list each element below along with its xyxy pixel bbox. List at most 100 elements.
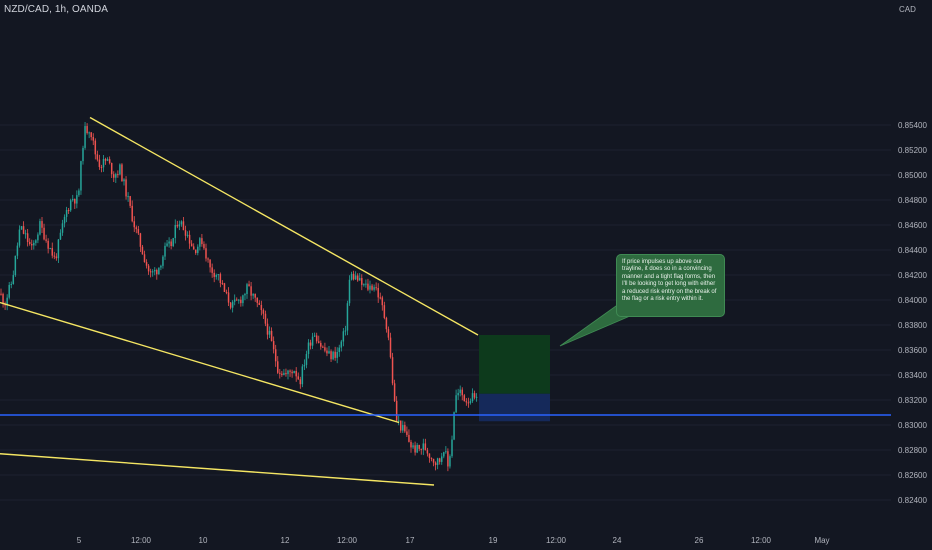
candle-down[interactable] — [447, 451, 449, 467]
candle-down[interactable] — [361, 278, 363, 285]
candle-down[interactable] — [225, 291, 228, 293]
candle-up[interactable] — [172, 238, 174, 247]
candle-up[interactable] — [244, 294, 246, 296]
candle-up[interactable] — [441, 456, 443, 462]
candle-down[interactable] — [262, 310, 265, 314]
candle-up[interactable] — [39, 221, 41, 235]
candle-up[interactable] — [397, 420, 400, 422]
candle-up[interactable] — [453, 412, 455, 440]
candle-down[interactable] — [195, 249, 197, 253]
candle-up[interactable] — [449, 456, 451, 467]
candle-down[interactable] — [104, 159, 107, 161]
candle-down[interactable] — [86, 126, 88, 134]
candle-down[interactable] — [379, 297, 382, 299]
candle-up[interactable] — [115, 174, 117, 178]
candle-up[interactable] — [348, 279, 351, 304]
candle-up[interactable] — [373, 287, 375, 290]
candle-down[interactable] — [203, 244, 205, 249]
candle-down[interactable] — [410, 441, 412, 448]
candle-down[interactable] — [258, 302, 261, 305]
candle-up[interactable] — [14, 255, 17, 276]
candle-up[interactable] — [10, 284, 13, 286]
candle-down[interactable] — [192, 246, 195, 250]
candle-down[interactable] — [418, 444, 420, 449]
candle-down[interactable] — [334, 351, 336, 358]
candle-down[interactable] — [424, 443, 427, 451]
candle-down[interactable] — [270, 330, 273, 342]
candle-down[interactable] — [381, 297, 384, 306]
candle-up[interactable] — [151, 271, 154, 273]
candle-up[interactable] — [18, 229, 21, 246]
candle-up[interactable] — [231, 301, 234, 308]
candle-up[interactable] — [252, 293, 254, 296]
candle-up[interactable] — [162, 256, 164, 266]
candle-up[interactable] — [283, 373, 285, 375]
candle-down[interactable] — [149, 271, 152, 273]
candle-down[interactable] — [322, 346, 324, 348]
candle-down[interactable] — [367, 283, 369, 290]
candle-up[interactable] — [16, 245, 19, 256]
candle-up[interactable] — [471, 393, 474, 402]
candle-up[interactable] — [65, 210, 68, 217]
candle-up[interactable] — [37, 234, 39, 241]
candle-down[interactable] — [139, 233, 142, 247]
candle-down[interactable] — [266, 323, 269, 335]
annotation-callout[interactable]: If price impulses up above our trayline,… — [616, 254, 725, 317]
candle-down[interactable] — [414, 445, 416, 453]
price-axis[interactable]: 0.85400 0.85200 0.85000 0.84800 0.84600 0.844… — [898, 121, 927, 505]
candle-down[interactable] — [67, 210, 70, 212]
candle-up[interactable] — [293, 371, 295, 374]
candle-up[interactable] — [69, 200, 72, 211]
candle-down[interactable] — [108, 159, 111, 163]
candle-up[interactable] — [178, 224, 181, 227]
candle-down[interactable] — [375, 287, 377, 289]
candle-down[interactable] — [309, 342, 312, 346]
candle-down[interactable] — [277, 361, 279, 373]
candle-up[interactable] — [369, 285, 371, 290]
candle-down[interactable] — [356, 275, 359, 281]
candle-up[interactable] — [123, 179, 125, 182]
candle-down[interactable] — [94, 140, 97, 155]
candle-up[interactable] — [303, 364, 306, 367]
candle-up[interactable] — [78, 190, 80, 196]
candle-down[interactable] — [55, 256, 58, 259]
candle-down[interactable] — [2, 293, 4, 304]
candle-up[interactable] — [160, 265, 162, 268]
candle-up[interactable] — [164, 245, 166, 257]
candle-down[interactable] — [395, 400, 398, 421]
candle-down[interactable] — [125, 179, 127, 197]
candle-down[interactable] — [0, 293, 2, 295]
candle-up[interactable] — [412, 445, 414, 448]
candle-up[interactable] — [197, 246, 199, 253]
candle-down[interactable] — [256, 297, 259, 303]
candle-down[interactable] — [250, 286, 252, 296]
candle-up[interactable] — [340, 341, 343, 348]
candle-down[interactable] — [406, 431, 408, 435]
candle-up[interactable] — [346, 303, 349, 331]
candle-up[interactable] — [242, 295, 244, 304]
candle-down[interactable] — [236, 299, 238, 301]
candle-down[interactable] — [295, 371, 297, 377]
candle-down[interactable] — [465, 401, 468, 403]
candle-down[interactable] — [274, 349, 277, 362]
candle-down[interactable] — [438, 458, 441, 462]
risk-zone[interactable] — [479, 393, 550, 422]
candle-up[interactable] — [59, 232, 62, 240]
candle-down[interactable] — [400, 420, 402, 431]
profit-zone[interactable] — [479, 335, 550, 394]
candle-up[interactable] — [127, 196, 129, 198]
candle-up[interactable] — [49, 248, 51, 250]
candle-up[interactable] — [436, 458, 439, 465]
candle-down[interactable] — [188, 234, 191, 244]
candle-down[interactable] — [184, 230, 187, 236]
candle-down[interactable] — [389, 337, 392, 358]
candle-down[interactable] — [133, 221, 136, 228]
candle-up[interactable] — [313, 335, 316, 337]
candle-down[interactable] — [92, 137, 95, 141]
candle-up[interactable] — [402, 425, 404, 431]
candle-down[interactable] — [22, 226, 25, 234]
trendline[interactable] — [0, 301, 400, 424]
candle-down[interactable] — [43, 227, 45, 240]
candle-down[interactable] — [53, 255, 56, 257]
